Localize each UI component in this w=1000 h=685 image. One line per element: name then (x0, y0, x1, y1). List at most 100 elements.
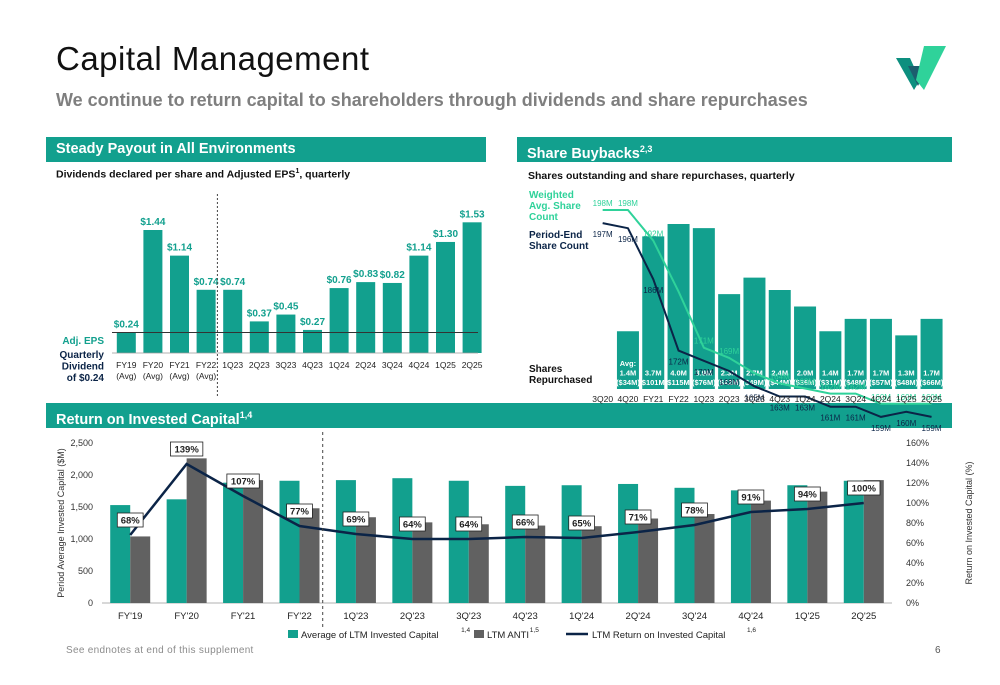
invested-capital-bar (618, 483, 639, 603)
dividends-category-label: 1Q25 (435, 360, 456, 370)
dividends-category-label: 4Q23 (302, 360, 323, 370)
anti-bar (130, 536, 151, 603)
roic-category-label: 1Q'25 (795, 611, 820, 622)
dividends-category-label: 1Q24 (329, 360, 350, 370)
quarterly-dividend-label: Dividend (62, 362, 104, 373)
roic-category-label: FY'22 (287, 611, 312, 622)
repurchase-bar (692, 228, 715, 389)
left-axis-tick: 1,500 (70, 502, 93, 512)
dividends-category-label: FY20 (143, 360, 164, 370)
repurchase-value-label: ($42M) (717, 378, 741, 387)
roic-category-label: 4Q'24 (738, 611, 763, 622)
buybacks-subheader: Shares outstanding and share repurchases… (528, 170, 795, 182)
weighted-count-label: 198M (618, 199, 638, 208)
repurchase-value-label: 2.3M (721, 369, 738, 378)
weighted-avg-label: Count (529, 212, 559, 223)
roic-value-label: 107% (231, 477, 256, 488)
repurchase-value-label: 1.7M (923, 369, 940, 378)
repurchase-value-label: 4.0M (670, 369, 687, 378)
roic-category-label: 2Q'23 (400, 611, 425, 622)
dividends-category-label: (Avg) (196, 371, 216, 381)
repurchase-value-label: 1.4M (822, 369, 839, 378)
page-number: 6 (935, 645, 941, 656)
eps-value-label: $0.74 (194, 277, 219, 288)
legend-sup: 1,5 (530, 627, 539, 634)
section-header-dividends: Steady Payout in All Environments (46, 137, 486, 162)
endnote-text: See endnotes at end of this supplement (66, 645, 254, 656)
period-end-count-label: 197M (593, 230, 613, 239)
anti-bar (638, 518, 659, 603)
eps-value-label: $1.14 (167, 243, 192, 254)
roic-label-box (226, 473, 260, 489)
invested-capital-bar (335, 480, 356, 603)
roic-value-label: 68% (121, 516, 141, 527)
roic-value-label: 91% (741, 493, 761, 504)
quarterly-dividend-label: Quarterly (60, 350, 105, 361)
eps-value-label: $1.30 (433, 229, 458, 240)
eps-value-label: $0.83 (353, 269, 378, 280)
shares-repurchased-label: Shares (529, 364, 563, 375)
repurchase-value-label: 1.4M (620, 369, 637, 378)
dividends-category-label: 2Q25 (462, 360, 483, 370)
roic-category-label: 1Q'24 (569, 611, 594, 622)
roic-label-box (399, 516, 426, 532)
repurchase-value-label: ($48M) (844, 378, 868, 387)
repurchase-value-label: ($31M) (818, 378, 842, 387)
roic-label-box (170, 441, 204, 457)
repurchase-value-label: 1.7M (847, 369, 864, 378)
anti-bar (581, 526, 602, 603)
shares-repurchased-label: Repurchased (529, 375, 592, 386)
dividends-category-label: 3Q23 (276, 360, 297, 370)
eps-value-label: $1.53 (460, 209, 485, 220)
dividends-category-label: FY19 (116, 360, 137, 370)
weighted-count-label: 169M (719, 347, 739, 356)
invested-capital-bar (223, 482, 244, 603)
period-end-label: Share Count (529, 241, 589, 252)
right-axis-title: Return on Invested Capital (%) (964, 461, 974, 584)
roic-value-label: 69% (346, 515, 366, 526)
repurchase-value-label: ($66M) (920, 378, 944, 387)
section-header-roic-label: Return on Invested Capital (56, 411, 240, 428)
invested-capital-bar (392, 478, 413, 603)
repurchase-bar (743, 277, 766, 389)
dividends-category-label: (Avg) (116, 371, 136, 381)
roic-value-label: 64% (459, 520, 479, 531)
page-title: Capital Management (56, 40, 370, 77)
section-header-buybacks-label: Share Buybacks (527, 145, 640, 162)
anti-bar (355, 517, 376, 603)
weighted-share-count-line (602, 209, 932, 405)
invested-capital-bar (674, 487, 695, 603)
company-logo (896, 46, 946, 90)
roic-label-box (568, 515, 595, 531)
roic-value-label: 66% (516, 518, 536, 529)
repurchase-bar (768, 290, 791, 389)
dividends-subheader: Dividends declared per share and Adjuste… (56, 168, 350, 181)
eps-value-label: $0.76 (327, 275, 352, 286)
period-end-share-count-line (602, 222, 932, 418)
eps-bar (143, 230, 163, 353)
eps-bar (356, 282, 376, 353)
roic-value-label: 77% (290, 507, 310, 518)
repurchase-bar (794, 306, 817, 389)
eps-value-label: $0.37 (247, 308, 272, 319)
invested-capital-bar (843, 480, 864, 603)
left-axis-tick: 500 (78, 566, 93, 576)
weighted-count-label: 171M (694, 337, 714, 346)
eps-bar (170, 255, 189, 353)
roic-label-box (342, 511, 370, 527)
roic-label-box (286, 503, 313, 519)
roic-label-box (794, 486, 821, 502)
roic-value-label: 139% (174, 445, 199, 456)
roic-label-box (737, 489, 765, 505)
period-end-label: Period-End (529, 230, 582, 241)
repurchase-bar (642, 236, 665, 389)
repurchase-bar (667, 224, 690, 389)
invested-capital-bar (166, 499, 187, 603)
legend-label: LTM ANTI (487, 630, 529, 641)
right-axis-tick: 80% (906, 518, 924, 528)
repurchase-bar (920, 318, 943, 389)
anti-bar (412, 522, 433, 603)
adj-eps-label: Adj. EPS (62, 336, 104, 347)
period-end-count-label: 165M (744, 393, 764, 402)
right-axis-tick: 60% (906, 538, 924, 548)
